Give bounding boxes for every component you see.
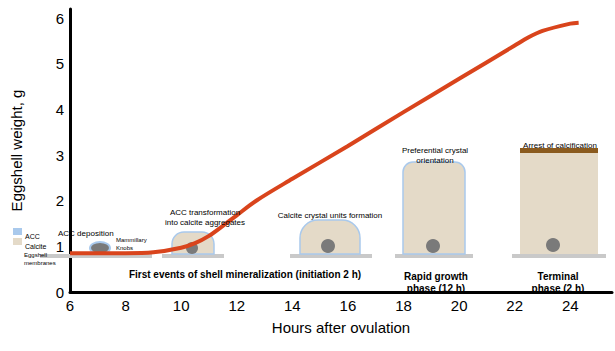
svg-text:Rapid growth: Rapid growth xyxy=(404,271,468,282)
svg-text:ACC: ACC xyxy=(25,233,40,240)
svg-text:Calcite: Calcite xyxy=(25,243,47,250)
svg-text:First events of shell minerali: First events of shell mineralization (in… xyxy=(129,269,361,280)
svg-text:into calcite aggregates: into calcite aggregates xyxy=(165,218,245,227)
svg-text:phase (2 h): phase (2 h) xyxy=(532,283,585,294)
svg-text:Calcite crystal units formatio: Calcite crystal units formation xyxy=(278,211,382,220)
svg-text:3: 3 xyxy=(56,147,64,164)
svg-text:Terminal: Terminal xyxy=(538,271,579,282)
svg-text:Mammillary: Mammillary xyxy=(116,237,147,243)
svg-text:5: 5 xyxy=(56,55,64,72)
svg-text:10: 10 xyxy=(173,297,190,314)
svg-text:Preferential crystal: Preferential crystal xyxy=(402,146,468,155)
svg-text:Knobs: Knobs xyxy=(116,245,133,251)
svg-text:orientation: orientation xyxy=(416,156,453,165)
svg-text:18: 18 xyxy=(395,297,412,314)
svg-text:ACC transformation: ACC transformation xyxy=(170,208,240,217)
svg-text:4: 4 xyxy=(56,101,64,118)
svg-text:16: 16 xyxy=(340,297,357,314)
svg-text:membranes: membranes xyxy=(24,260,56,266)
svg-text:6: 6 xyxy=(56,10,64,27)
svg-text:phase (12 h): phase (12 h) xyxy=(407,283,465,294)
svg-text:Eggshell weight, g: Eggshell weight, g xyxy=(8,90,25,212)
svg-text:8: 8 xyxy=(121,297,129,314)
svg-text:Hours after ovulation: Hours after ovulation xyxy=(272,319,410,336)
svg-text:12: 12 xyxy=(228,297,245,314)
svg-text:0: 0 xyxy=(56,284,64,301)
svg-text:22: 22 xyxy=(506,297,523,314)
svg-text:1: 1 xyxy=(56,238,64,255)
svg-text:ACC deposition: ACC deposition xyxy=(58,229,114,238)
svg-text:20: 20 xyxy=(451,297,468,314)
svg-text:24: 24 xyxy=(562,297,579,314)
svg-text:2: 2 xyxy=(56,192,64,209)
svg-text:6: 6 xyxy=(66,297,74,314)
svg-text:Eggshell: Eggshell xyxy=(24,252,47,258)
svg-text:14: 14 xyxy=(284,297,301,314)
svg-text:Arrest of calcification: Arrest of calcification xyxy=(523,141,597,150)
